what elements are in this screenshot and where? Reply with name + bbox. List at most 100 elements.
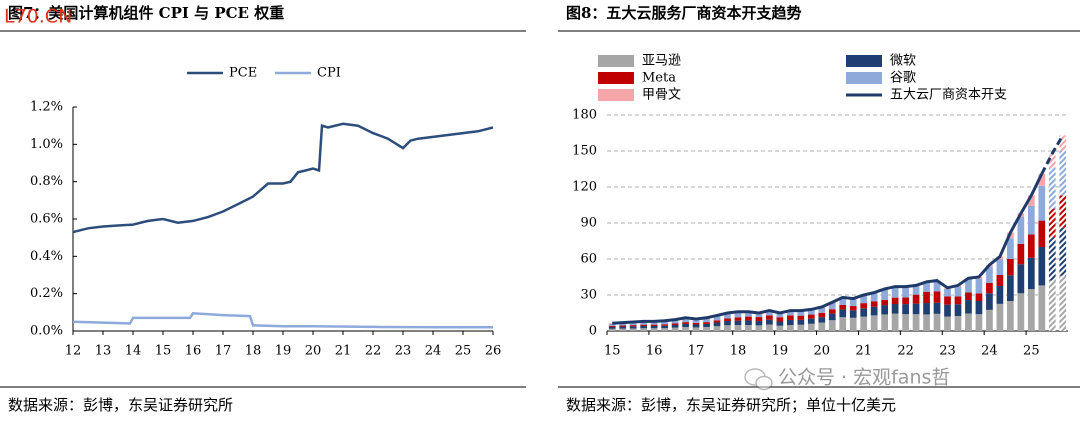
- y-tick-label: 0.2%: [30, 286, 63, 301]
- bar-segment: [944, 304, 951, 317]
- bar-segment: [860, 303, 868, 309]
- bar-segment: [881, 289, 889, 300]
- x-tick-label: 22: [365, 344, 382, 359]
- bar-segment: [734, 317, 742, 321]
- bar-segment: [650, 325, 658, 329]
- bar-segment: [1038, 185, 1046, 221]
- bar-segment: [682, 318, 689, 323]
- x-tick-label: 25: [455, 344, 472, 359]
- x-tick-label: 15: [155, 344, 172, 359]
- legend-swatch: [846, 55, 882, 67]
- bar-segment: [713, 322, 721, 327]
- bar-segment: [965, 300, 972, 314]
- bar-segment: [870, 293, 878, 302]
- y-tick-label: 180: [572, 108, 597, 123]
- x-tick-label: 19: [275, 344, 292, 359]
- legend-swatch: [846, 72, 882, 84]
- bar-segment: [692, 319, 700, 323]
- bar-segment: [692, 327, 700, 331]
- bar-segment: [902, 314, 909, 331]
- bar-segment: [776, 317, 784, 322]
- bar-segment: [766, 324, 773, 331]
- bar-segment: [703, 327, 710, 331]
- bar-segment: [755, 317, 763, 322]
- x-tick-label: 16: [185, 344, 202, 359]
- bar-segment: [944, 296, 951, 305]
- bar-segment: [713, 320, 721, 323]
- legend-swatch: [598, 55, 634, 67]
- x-tick-label: 12: [65, 344, 82, 359]
- bar-segment: [996, 286, 1004, 304]
- bar-segment: [682, 322, 689, 324]
- watermark: 公众号 · 宏观fans哲: [778, 367, 950, 389]
- bar-segment: [933, 302, 941, 314]
- bar-segment: [755, 321, 763, 326]
- bar-segment: [839, 304, 847, 310]
- bar-segment: [986, 267, 993, 283]
- bar-segment: [870, 315, 878, 331]
- bar-segment: [734, 325, 742, 331]
- bar-segment: [1048, 153, 1056, 168]
- x-tick-label: 26: [485, 344, 502, 359]
- x-tick-label: 22: [897, 344, 914, 359]
- bar-segment: [724, 313, 731, 319]
- bar-segment: [1059, 151, 1067, 196]
- bar-segment: [975, 293, 983, 301]
- bar-segment: [745, 316, 752, 321]
- bar-segment: [629, 326, 637, 329]
- bar-segment: [965, 279, 972, 293]
- bar-segment: [860, 308, 868, 317]
- bar-segment: [881, 305, 889, 315]
- bar-segment: [881, 299, 889, 306]
- bar-segment: [786, 311, 794, 316]
- bar-segment: [975, 278, 983, 294]
- x-tick-label: 23: [939, 344, 956, 359]
- bar-segment: [1017, 243, 1025, 265]
- legend-swatch: [598, 89, 634, 101]
- bar-segment: [640, 328, 648, 331]
- bar-segment: [640, 324, 648, 326]
- bar-segment: [661, 328, 668, 331]
- bar-segment: [860, 295, 868, 304]
- y-tick-label: 120: [572, 180, 597, 195]
- x-tick-label: 21: [335, 344, 352, 359]
- x-tick-label: 20: [814, 344, 831, 359]
- bar-segment: [661, 324, 668, 326]
- bar-segment: [1038, 285, 1046, 331]
- bar-segment: [786, 319, 794, 325]
- bar-segment: [902, 304, 909, 315]
- bar-segment: [1059, 135, 1067, 151]
- bar-segment: [619, 323, 627, 326]
- bar-segment: [996, 274, 1004, 286]
- bar-segment: [671, 323, 679, 325]
- bar-segment: [703, 322, 710, 324]
- bar-segment: [1007, 301, 1014, 331]
- bar-segment: [1027, 289, 1035, 331]
- x-tick-label: 19: [772, 344, 789, 359]
- bar-segment: [1059, 195, 1067, 228]
- data-line: [72, 312, 493, 329]
- bar-segment: [1027, 257, 1035, 289]
- bar-segment: [1027, 205, 1035, 235]
- bar-segment: [933, 313, 941, 331]
- y-tick-label: 30: [580, 288, 597, 303]
- y-tick-label: 150: [572, 144, 597, 159]
- bar-segment: [849, 317, 857, 331]
- bar-segment: [975, 314, 983, 331]
- x-tick-label: 24: [981, 344, 998, 359]
- bar-segment: [1017, 264, 1025, 294]
- bar-segment: [776, 321, 784, 326]
- bar-segment: [797, 319, 805, 325]
- bar-segment: [755, 325, 763, 331]
- bar-segment: [986, 283, 993, 294]
- bar-segment: [818, 317, 826, 323]
- bar-segment: [986, 293, 993, 310]
- y-tick-label: 90: [580, 216, 597, 231]
- bar-segment: [849, 306, 857, 311]
- bar-segment: [902, 297, 909, 305]
- bar-segment: [640, 325, 648, 329]
- bar-segment: [629, 328, 637, 331]
- overlay-mark: L70.CN: [4, 6, 72, 28]
- legend-label: PCE: [229, 66, 257, 81]
